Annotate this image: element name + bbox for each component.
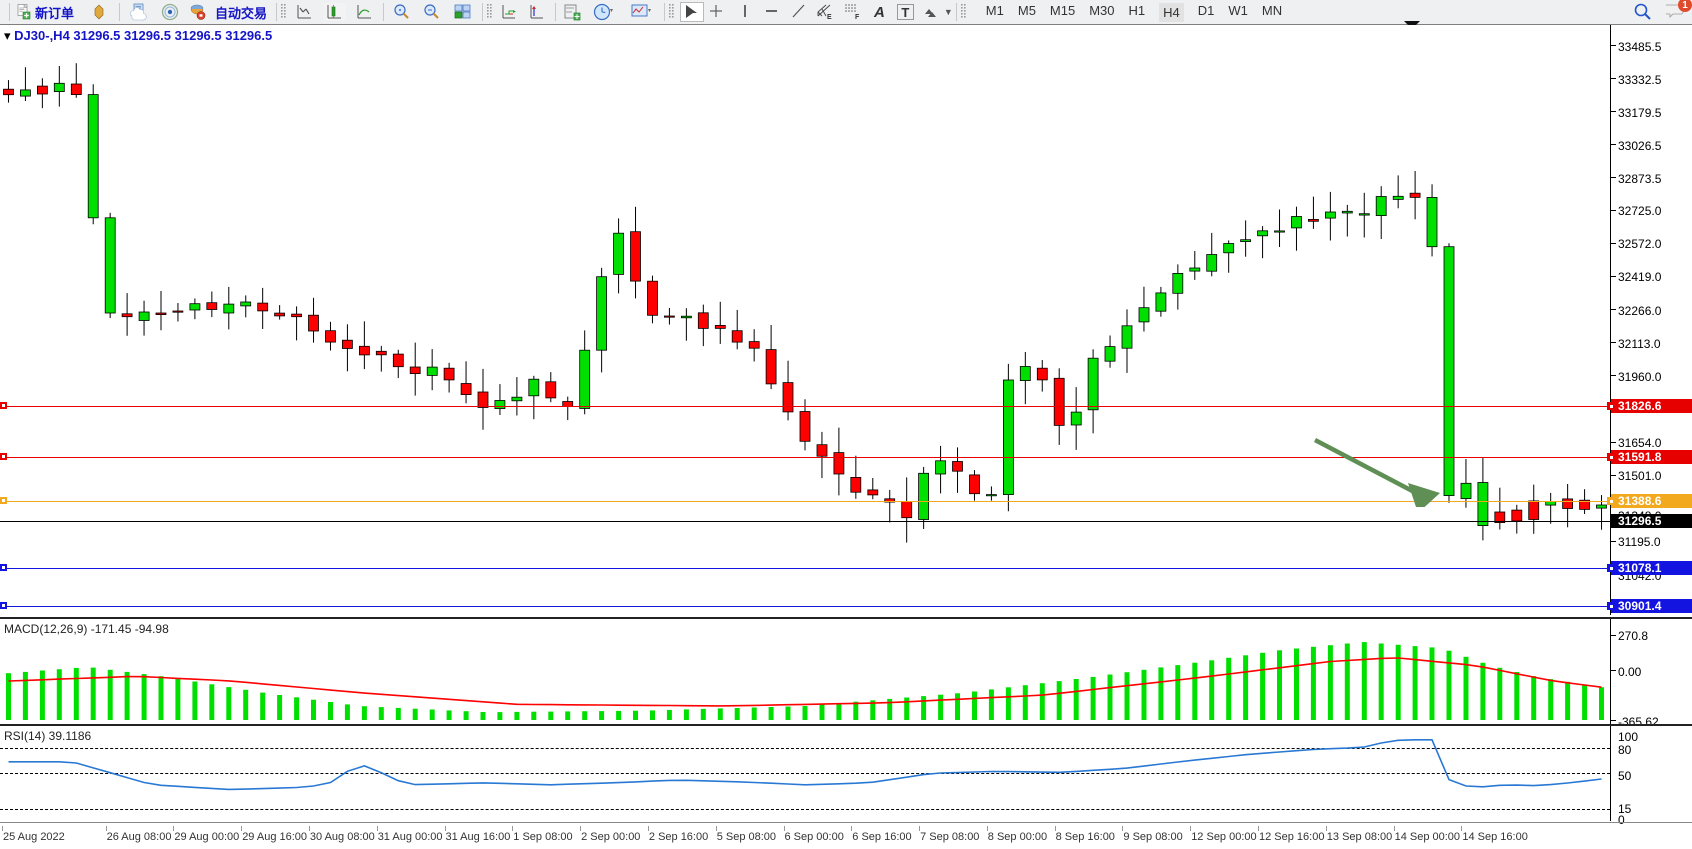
svg-text:E: E — [827, 14, 832, 21]
svg-text:F: F — [855, 14, 860, 21]
